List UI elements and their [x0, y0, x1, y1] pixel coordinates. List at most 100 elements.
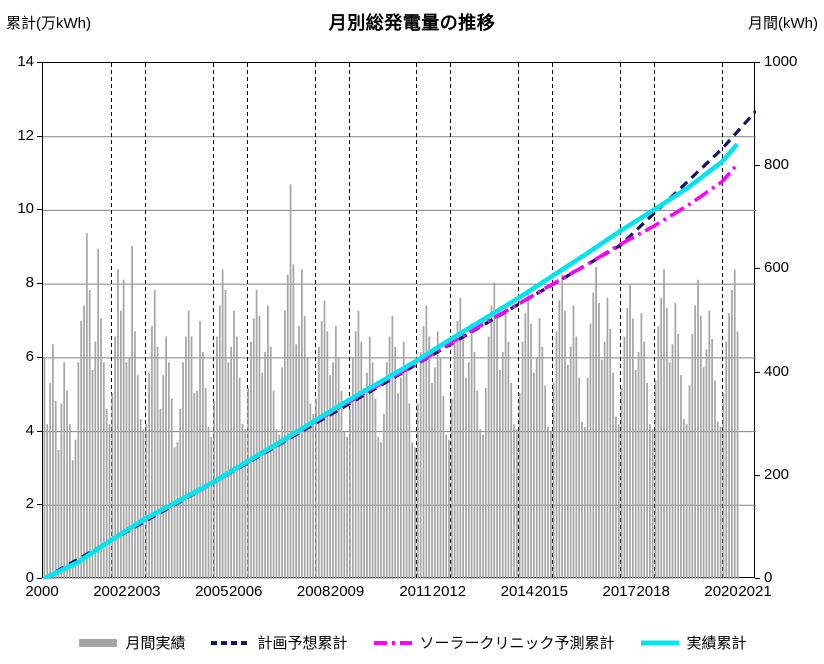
bar [583, 426, 586, 579]
bar [334, 326, 337, 579]
legend-item[interactable]: 実績累計 [639, 635, 747, 651]
bar [439, 357, 442, 579]
bar [173, 447, 176, 579]
legend-item[interactable]: 月間実績 [77, 635, 185, 651]
bar [298, 326, 300, 579]
bar [267, 305, 269, 579]
axis-tick-mark [755, 62, 760, 63]
bar [507, 341, 510, 579]
bar [238, 377, 241, 579]
bar [626, 308, 629, 579]
bar [383, 413, 385, 579]
legend-swatch-dashed-icon [211, 641, 250, 645]
bar [204, 388, 207, 579]
bar [671, 344, 674, 579]
bar [578, 377, 581, 579]
bar [405, 367, 408, 579]
bar [634, 370, 637, 579]
bar [216, 336, 218, 579]
bar [312, 413, 315, 579]
bar [380, 442, 382, 579]
legend-item[interactable]: ソーラークリニック予測累計 [372, 635, 615, 651]
bar [428, 336, 431, 579]
bar [159, 408, 162, 579]
bar [303, 315, 306, 579]
bar [77, 362, 80, 579]
bar [43, 357, 46, 579]
vertical-gridlines [111, 63, 723, 579]
bar [615, 416, 617, 579]
bar [134, 331, 136, 579]
bar [60, 403, 63, 579]
bar [46, 424, 49, 579]
bar [665, 308, 668, 579]
bar [640, 313, 643, 579]
bar [702, 367, 705, 579]
bar [518, 393, 521, 579]
y-axis-right-tick-label: 200 [764, 465, 790, 483]
x-axis-tick-label: 2008 [296, 583, 331, 600]
axis-tick-mark [37, 283, 42, 284]
y-axis-left-tick-label: 4 [25, 421, 34, 439]
bar [433, 367, 436, 579]
bar [218, 305, 221, 579]
bar [552, 382, 555, 579]
bar [88, 290, 91, 579]
bar [414, 447, 416, 579]
bar [487, 336, 490, 579]
bar [286, 274, 289, 579]
bar [323, 300, 326, 579]
bar [275, 429, 278, 579]
bar [448, 439, 450, 579]
plot-area [42, 62, 756, 579]
bar [385, 362, 388, 579]
bar [589, 323, 592, 579]
bar [230, 346, 233, 579]
bar [501, 351, 504, 579]
y-axis-left-tick-label: 0 [25, 569, 34, 586]
legend-swatch-solid-icon [640, 640, 679, 646]
bar [374, 398, 377, 579]
bar [649, 424, 651, 579]
bar [289, 184, 292, 579]
x-axis-tick-label: 2014 [500, 583, 535, 600]
bar [462, 328, 465, 579]
bar [354, 331, 357, 579]
bar [66, 390, 68, 579]
bar [708, 310, 711, 579]
bar [456, 321, 459, 579]
series-line [43, 109, 756, 579]
bar [711, 339, 713, 579]
chart-canvas [43, 63, 756, 579]
bar [445, 434, 448, 579]
bar [479, 429, 481, 579]
bar [496, 315, 498, 579]
bar [484, 388, 487, 579]
bar [187, 310, 190, 579]
bar [714, 380, 716, 579]
bar [142, 429, 145, 579]
x-axis-tick-label: 2015 [534, 583, 568, 600]
legend-item[interactable]: 計画予想累計 [209, 634, 348, 652]
bar [57, 450, 60, 579]
legend-swatch-dashdot-icon [373, 641, 412, 645]
bar [697, 279, 699, 579]
bar [213, 400, 216, 579]
bar [201, 351, 204, 579]
legend-item-label: 計画予想累計 [257, 634, 348, 652]
bar [326, 331, 329, 579]
bar [371, 362, 374, 579]
y-axis-right-tick-label: 400 [764, 362, 790, 380]
bar [722, 393, 725, 579]
bar [459, 297, 462, 579]
bar [295, 344, 298, 579]
y-axis-left-tick-label: 12 [17, 126, 34, 144]
horizontal-gridlines [43, 136, 756, 506]
bar [145, 424, 148, 579]
bar [422, 326, 425, 579]
bar [586, 377, 589, 579]
right-axis-title: 月間(kWh) [748, 15, 818, 32]
bar [572, 305, 575, 579]
bar [272, 390, 275, 579]
bar [176, 442, 179, 579]
